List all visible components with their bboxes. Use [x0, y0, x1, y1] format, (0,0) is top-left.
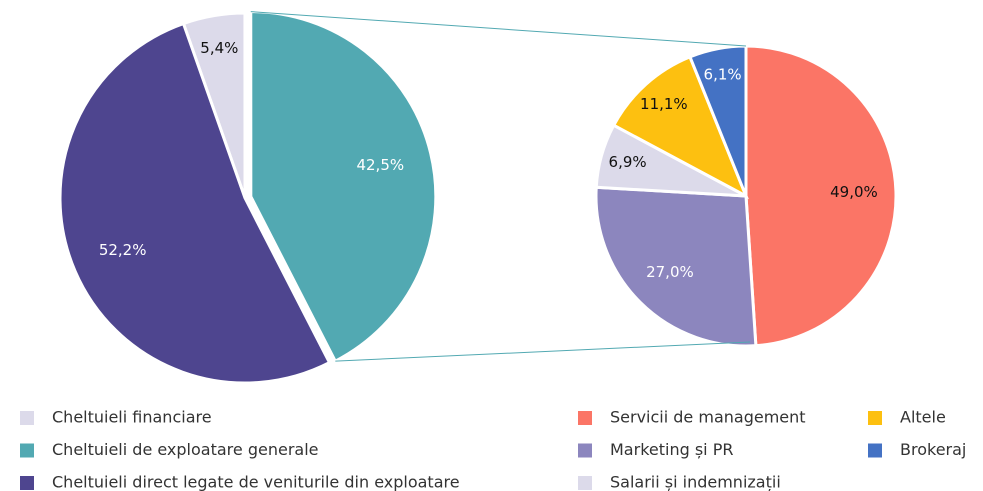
data-label: 11,1% — [640, 95, 688, 113]
data-label: 27,0% — [646, 263, 694, 281]
data-label: 6,1% — [704, 66, 742, 84]
data-label: 52,2% — [99, 241, 147, 259]
legend-label: Marketing și PR — [610, 440, 733, 459]
legend-label: Cheltuieli financiare — [52, 408, 212, 427]
legend-swatch — [868, 411, 882, 425]
pie-slice — [58, 21, 332, 385]
legend-label: Brokeraj — [900, 440, 966, 459]
data-label: 5,4% — [200, 39, 238, 57]
legend-label: Altele — [900, 408, 946, 427]
legend-swatch — [20, 443, 34, 458]
connector — [335, 341, 751, 362]
pie-slice — [249, 10, 438, 364]
legend-swatch — [20, 476, 34, 490]
legend-swatch — [578, 443, 592, 458]
legend-label: Servicii de management — [610, 408, 806, 427]
legend-label: Cheltuieli de exploatare generale — [52, 440, 318, 459]
pie-slice — [744, 44, 898, 348]
legend-label: Cheltuieli direct legate de veniturile d… — [52, 473, 460, 491]
connector — [250, 11, 747, 47]
pie-slice — [594, 185, 758, 348]
legend-swatch — [578, 411, 592, 425]
legend-swatch — [578, 476, 592, 490]
pie-slice — [611, 54, 749, 200]
data-label: 49,0% — [830, 183, 878, 201]
data-label: 42,5% — [356, 156, 404, 174]
legend-label: Salarii și indemnizații — [610, 473, 781, 491]
legend-swatch — [868, 443, 882, 458]
data-label: 6,9% — [609, 153, 647, 171]
legend-swatch — [20, 411, 34, 425]
